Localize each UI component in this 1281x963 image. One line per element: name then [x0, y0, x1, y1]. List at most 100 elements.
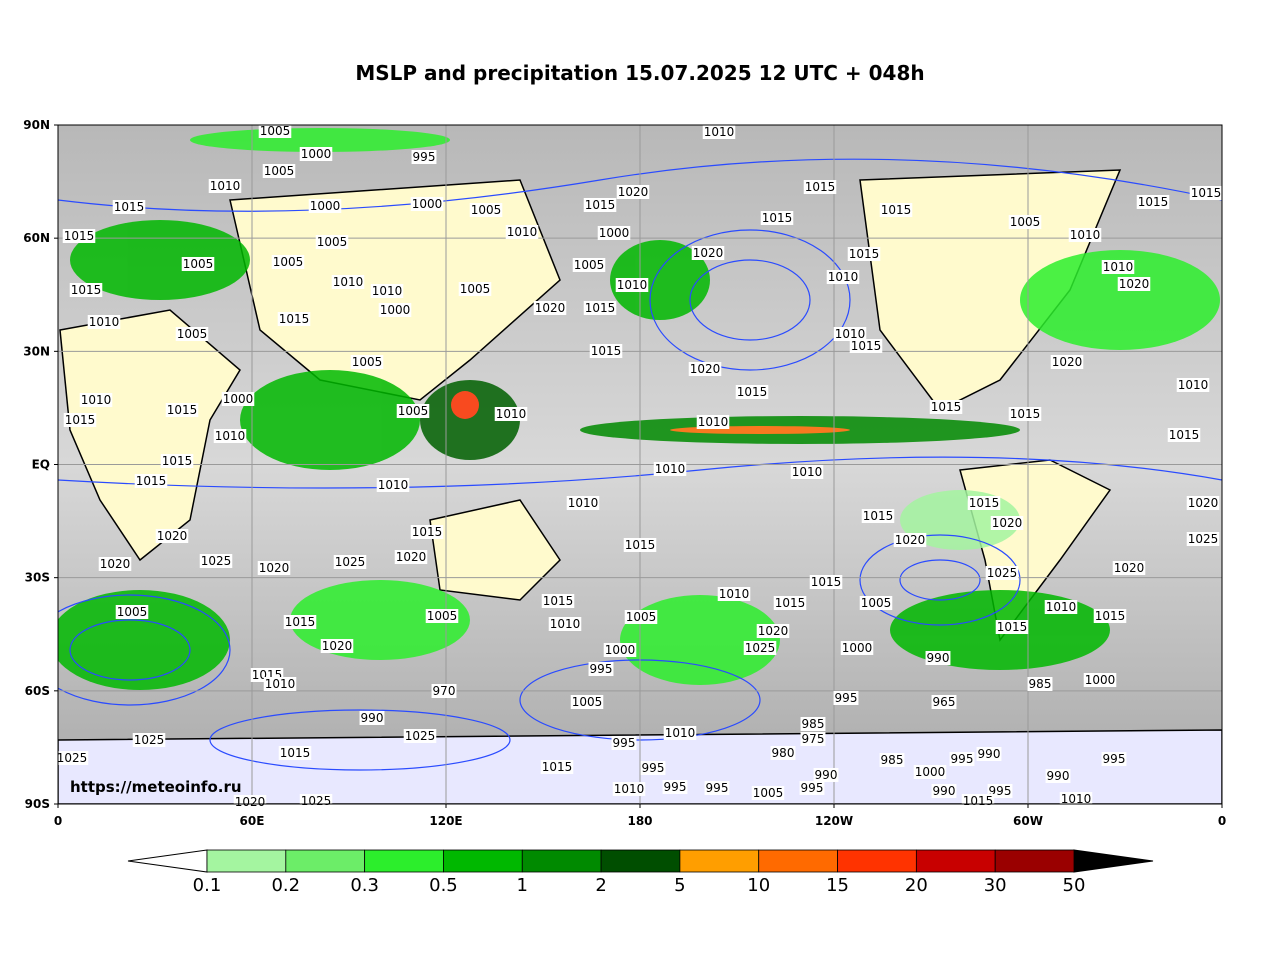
isobar-label: 1010 — [1044, 600, 1078, 614]
x-tick-label: 120E — [429, 814, 462, 828]
isobar-label: 995 — [588, 662, 614, 676]
label-background — [277, 312, 311, 326]
isobar-value: 965 — [933, 695, 956, 709]
label-background — [583, 301, 617, 315]
label-background — [376, 478, 410, 492]
label-background — [1101, 752, 1127, 766]
isobar-value: 1020 — [322, 639, 353, 653]
label-background — [583, 198, 617, 212]
label-background — [799, 781, 825, 795]
label-background — [624, 610, 658, 624]
label-background — [833, 327, 867, 341]
isobar-value: 1025 — [987, 566, 1018, 580]
label-background — [696, 415, 730, 429]
isobar-label: 1015 — [623, 538, 657, 552]
label-background — [1167, 428, 1201, 442]
label-background — [995, 620, 1029, 634]
isobar-label: 1015 — [583, 301, 617, 315]
isobar-label: 1010 — [548, 617, 582, 631]
isobar-value: 1000 — [915, 765, 946, 779]
label-background — [308, 199, 342, 213]
isobar-label: 1010 — [717, 587, 751, 601]
isobar-label: 1005 — [458, 282, 492, 296]
isobar-value: 1010 — [698, 415, 729, 429]
colorbar-label: 50 — [1063, 875, 1086, 896]
isobar-label: 1025 — [199, 554, 233, 568]
isobar-label: 1005 — [624, 610, 658, 624]
isobar-label: 1000 — [410, 197, 444, 211]
label-background — [1189, 186, 1223, 200]
isobar-value: 1025 — [405, 729, 436, 743]
label-background — [1045, 769, 1071, 783]
isobar-label: 1025 — [299, 794, 333, 808]
isobar-value: 995 — [951, 752, 974, 766]
label-background — [931, 695, 957, 709]
isobar-value: 1020 — [235, 795, 266, 809]
isobar-value: 1005 — [273, 255, 304, 269]
label-background — [623, 538, 657, 552]
isobar-value: 1015 — [997, 620, 1028, 634]
label-background — [847, 247, 881, 261]
isobar-value: 1015 — [881, 203, 912, 217]
isobar-label: 1010 — [87, 315, 121, 329]
isobar-label: 1000 — [913, 765, 947, 779]
label-background — [271, 255, 305, 269]
isobar-label: 1010 — [263, 677, 297, 691]
isobar-value: 1020 — [895, 533, 926, 547]
label-background — [1176, 378, 1210, 392]
isobar-label: 1010 — [331, 275, 365, 289]
isobar-label: 1010 — [370, 284, 404, 298]
isobar-value: 1015 — [851, 339, 882, 353]
isobar-value: 1015 — [963, 794, 994, 808]
label-background — [55, 751, 89, 765]
isobar-label: 1015 — [278, 746, 312, 760]
label-background — [773, 596, 807, 610]
label-background — [1008, 407, 1042, 421]
isobar-value: 1010 — [89, 315, 120, 329]
label-background — [849, 339, 883, 353]
isobar-value: 1000 — [223, 392, 254, 406]
label-background — [262, 164, 296, 178]
label-background — [181, 257, 215, 271]
isobar-value: 1010 — [265, 677, 296, 691]
label-background — [87, 315, 121, 329]
isobar-value: 1000 — [412, 197, 443, 211]
isobar-value: 995 — [664, 780, 687, 794]
isobar-label: 1025 — [333, 555, 367, 569]
isobar-value: 1010 — [210, 179, 241, 193]
label-background — [175, 327, 209, 341]
isobar-label: 1020 — [990, 516, 1024, 530]
isobar-label: 985 — [1027, 677, 1053, 691]
isobar-value: 1010 — [333, 275, 364, 289]
isobar-label: 1015 — [134, 474, 168, 488]
isobar-label: 995 — [411, 150, 437, 164]
isobar-value: 1005 — [117, 605, 148, 619]
label-background — [840, 641, 874, 655]
isobar-label: 1015 — [160, 454, 194, 468]
label-background — [233, 795, 267, 809]
isobar-value: 1015 — [279, 312, 310, 326]
isobar-label: 1015 — [967, 496, 1001, 510]
isobar-value: 990 — [815, 768, 838, 782]
label-background — [505, 225, 539, 239]
label-background — [589, 344, 623, 358]
isobar-value: 1020 — [396, 550, 427, 564]
label-background — [370, 284, 404, 298]
label-background — [833, 691, 859, 705]
isobar-value: 1015 — [762, 211, 793, 225]
colorbar-label: 10 — [747, 875, 770, 896]
label-background — [879, 753, 905, 767]
isobar-label: 1025 — [985, 566, 1019, 580]
label-background — [350, 355, 384, 369]
isobar-label: 970 — [431, 684, 457, 698]
isobar-value: 990 — [1047, 769, 1070, 783]
label-background — [112, 200, 146, 214]
isobar-value: 1010 — [1178, 378, 1209, 392]
isobar-value: 1010 — [496, 407, 527, 421]
isobar-value: 1010 — [215, 429, 246, 443]
isobar-label: 1015 — [735, 385, 769, 399]
isobar-value: 1015 — [1010, 407, 1041, 421]
isobar-value: 1005 — [264, 164, 295, 178]
isobar-label: 1015 — [929, 400, 963, 414]
isobar-label: 1020 — [257, 561, 291, 575]
